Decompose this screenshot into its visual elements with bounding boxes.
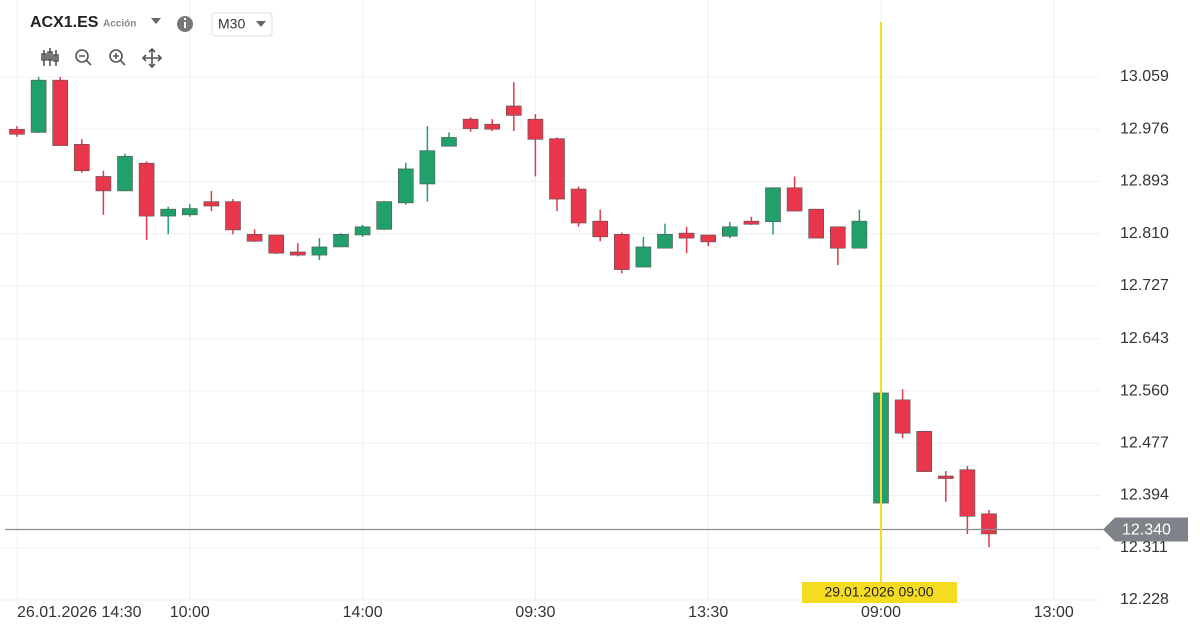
plot — [9, 77, 997, 548]
candle-body — [462, 118, 479, 129]
candle-body — [333, 234, 349, 248]
y-tick-label: 12.727 — [1120, 277, 1169, 294]
x-tick-label: 09:00 — [861, 604, 901, 621]
candle-body — [138, 162, 155, 217]
current-price-tag — [1103, 517, 1188, 542]
candle-body — [549, 138, 565, 200]
y-tick-label: 12.976 — [1120, 120, 1169, 137]
zoom-in-glyph — [113, 53, 126, 66]
candle-body — [52, 79, 69, 146]
candle-body — [30, 79, 47, 133]
timeframe[interactable]: M30 — [218, 16, 245, 32]
candle-body — [765, 187, 781, 223]
y-tick-label: 12.228 — [1120, 591, 1169, 608]
x-tick-label: 13:30 — [688, 604, 728, 621]
candle-body — [959, 469, 976, 517]
overlay: 12.340 29.01.2026 09:00 — [5, 22, 1188, 603]
x-tick-label: 13:00 — [1034, 604, 1074, 621]
candle-body — [160, 208, 176, 217]
candle-body — [829, 226, 846, 249]
info-icon-dot — [184, 18, 186, 20]
crosshair-tag — [802, 582, 957, 603]
x-tick-label: 26.01.2026 14:30 — [17, 604, 142, 621]
chart-type-button[interactable] — [41, 48, 59, 66]
candle-body — [354, 226, 371, 236]
x-tick-label: 09:30 — [515, 604, 555, 621]
candle-body — [9, 128, 25, 135]
candle-body — [678, 232, 695, 239]
timeframe-dropdown — [256, 21, 266, 27]
x-tick-label: 14:00 — [343, 604, 383, 621]
candle-body — [268, 234, 285, 254]
candle-body — [441, 137, 457, 147]
current-price-label: 12.340 — [1122, 522, 1171, 539]
y-tick-label: 12.477 — [1120, 435, 1169, 452]
candle-body — [894, 399, 911, 434]
y-tick-label: 12.394 — [1120, 487, 1169, 504]
candle-body — [95, 176, 112, 192]
candle-body — [592, 220, 609, 238]
candle-body — [397, 168, 414, 204]
candle-body — [74, 144, 90, 172]
candle-body — [505, 105, 522, 116]
candle-body — [657, 234, 673, 249]
timeframe-select[interactable] — [211, 12, 273, 37]
candle-body — [203, 201, 220, 207]
candle-body — [808, 208, 825, 239]
info-icon-bar — [184, 22, 186, 28]
toolbar — [41, 47, 163, 69]
y-tick-label: 12.560 — [1120, 382, 1169, 399]
instrument-kind: Acción — [103, 19, 136, 30]
candle-body — [570, 188, 587, 224]
candle-body — [117, 155, 133, 192]
x-tick-label: 10:00 — [170, 604, 210, 621]
candle-body — [700, 234, 717, 243]
zoom-out-button[interactable] — [75, 49, 89, 63]
candle-body — [613, 234, 630, 270]
candle-body — [419, 150, 436, 185]
pan-button[interactable] — [141, 47, 163, 69]
candle-body — [289, 251, 306, 256]
candle-body — [527, 118, 544, 140]
y-tick-label: 12.643 — [1120, 330, 1169, 347]
candle-body — [182, 208, 198, 216]
candle-body — [376, 201, 393, 230]
zoom-in-button[interactable] — [109, 49, 123, 63]
candle-body — [743, 220, 760, 225]
symbol-dropdown[interactable] — [151, 18, 161, 24]
y-tick-label: 12.893 — [1120, 173, 1169, 190]
y-tick-label: 12.810 — [1120, 225, 1169, 242]
symbol[interactable]: ACX1.ES — [30, 14, 99, 31]
candle-body — [225, 201, 241, 231]
candle-body — [484, 123, 501, 130]
grid: 12.228 12.311 12.394 12.477 12.560 12.643 12.7… — [0, 0, 1169, 621]
y-tick-label: 12.311 — [1120, 539, 1168, 556]
candle-body — [311, 246, 328, 256]
candle-body — [851, 220, 868, 249]
y-tick-label: 13.059 — [1120, 68, 1169, 85]
crosshair-label: 29.01.2026 09:00 — [825, 584, 934, 600]
candle-body — [981, 513, 997, 535]
candle-body — [246, 234, 263, 242]
candle-body — [916, 431, 933, 472]
candle-body — [635, 246, 652, 268]
candle-body — [937, 475, 954, 479]
candle-body — [786, 187, 803, 212]
zoom-out-glyph — [79, 55, 92, 66]
candle-body — [721, 226, 738, 237]
